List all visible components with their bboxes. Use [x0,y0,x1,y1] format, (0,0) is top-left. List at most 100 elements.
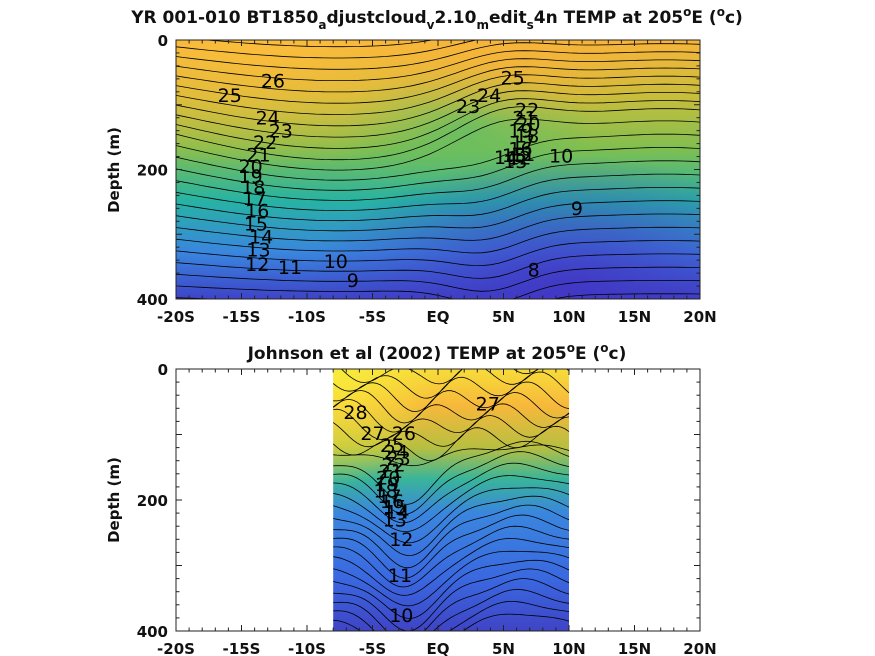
contour-label: 16 [380,491,404,513]
isotherm-line [333,514,570,579]
isotherm-line [176,293,700,299]
x-tick-label: 20N [683,308,716,326]
contour-label: 19 [375,474,399,496]
contour-label: 25 [218,85,242,107]
x-tick-label: EQ [427,640,450,656]
contour-label: 20 [376,468,400,490]
contour-label: 24 [384,441,408,463]
isotherm-line [176,58,700,93]
y-tick-label: 0 [158,32,168,50]
isotherm-line [333,475,570,533]
contour-label: 16 [245,201,269,223]
x-tick-label: -5S [359,640,386,656]
isotherm-line [176,160,700,201]
isotherm-line [176,98,700,149]
contour-label: 12 [507,148,531,170]
x-tick-label: 20N [683,640,716,656]
x-tick-label: 15N [618,308,651,326]
contour-label: 27 [360,423,384,445]
y-tick-label: 0 [158,361,168,379]
contour-label: 13 [383,509,407,531]
isotherm-line [176,200,700,232]
contour-label: 18 [515,126,539,148]
isotherm-line [203,40,435,48]
contour-label: 12 [389,529,413,551]
isotherm-line [332,392,570,433]
contour-label: 14 [494,147,518,169]
isotherm-line [176,187,700,222]
isotherm-line [176,50,700,81]
isotherm-line [176,226,700,254]
x-tick-label: 5N [492,640,515,656]
x-tick-label: -10S [288,308,326,326]
contour-label: 13 [503,151,527,173]
contour-label: 21 [246,144,270,166]
contour-label: 8 [528,260,540,282]
isotherm-line [176,118,700,171]
bottom-contour-lines [332,369,570,631]
contour-label: 12 [245,254,269,276]
contour-label: 26 [261,71,285,93]
isotherm-line [333,371,570,413]
isotherm-line [333,444,570,467]
isotherm-line [332,369,570,399]
contour-label: 10 [324,251,348,273]
contour-label: 14 [249,227,273,249]
isotherm-line [176,74,700,115]
isotherm-line [333,525,570,588]
contour-label: 20 [516,113,540,135]
isotherm-line [332,425,570,462]
bottom-y-axis-label: Depth (m) [105,457,123,543]
isotherm-line [176,133,700,181]
contour-label: 25 [380,435,404,457]
contour-label: 20 [239,156,263,178]
isotherm-line [176,266,700,292]
contour-label: 21 [512,107,536,129]
contour-label: 9 [347,270,359,292]
contour-label: 19 [239,166,263,188]
contour-label: 17 [377,486,401,508]
isotherm-line [333,537,570,596]
contour-label: 18 [241,177,265,199]
isotherm-line [333,487,570,544]
x-tick-label: EQ [427,308,450,326]
isotherm-line [176,66,700,104]
contour-label: 24 [477,85,501,107]
top-contour-lines [176,40,700,299]
isotherm-line [333,568,570,631]
contour-label: 17 [511,132,535,154]
top-chart-title: YR 001-010 BT1850adjustcloudv2.10medits4… [130,5,743,32]
contour-label: 26 [392,423,416,445]
x-tick-label: -5S [359,308,386,326]
isotherm-line [333,451,570,515]
isotherm-line [340,369,540,385]
y-tick-label: 200 [137,492,168,510]
top-plot-area: -20S -15S -10S -5S EQ 5N 10N 15N 20N 0 200 400 26 25… [137,32,717,326]
contour-label: 28 [343,402,367,424]
contour-label: 16 [508,139,532,161]
x-tick-label: -15S [223,640,261,656]
contour-label: 14 [385,502,409,524]
isotherm-line [333,462,570,524]
isotherm-line [176,106,700,161]
bottom-chart-title: Johnson et al (2002) TEMP at 205oE (oc) [247,341,627,364]
isotherm-line [333,440,570,505]
contour-label: 10 [389,605,413,627]
y-tick-label: 400 [137,623,168,641]
contour-label: 23 [387,448,411,470]
isotherm-line [333,495,570,557]
contour-label: 11 [388,565,412,587]
x-tick-label: -15S [223,308,261,326]
contour-label: 22 [381,454,405,476]
isotherm-line [332,381,570,424]
contour-label: 18 [374,481,398,503]
top-ticks: -20S -15S -10S -5S EQ 5N 10N 15N 20N 0 200 400 [137,32,717,326]
isotherm-line [176,253,700,279]
contour-label: 15 [244,214,268,236]
contour-label: 22 [515,100,539,122]
top-y-axis-label: Depth (m) [105,127,123,213]
